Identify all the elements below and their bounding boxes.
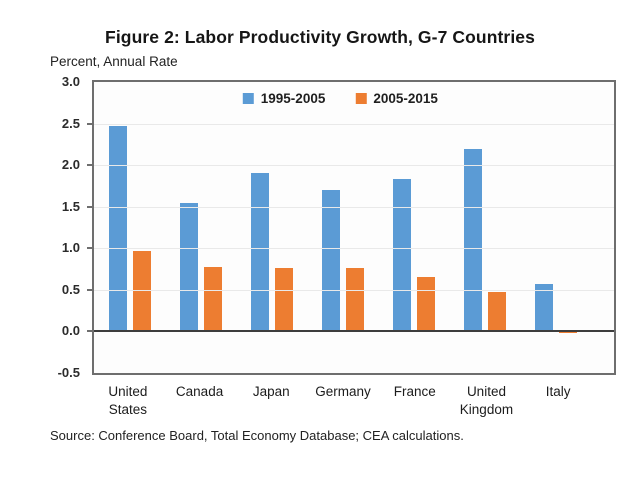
bar-1995-2005-france xyxy=(393,179,412,332)
bar-1995-2005-italy xyxy=(535,284,554,332)
bar-2005-2015-france xyxy=(417,276,436,332)
x-label-united-states: United States xyxy=(108,384,148,417)
bars-region xyxy=(94,82,592,373)
gridline xyxy=(94,248,614,250)
bar-group-japan xyxy=(236,82,307,373)
y-tick-label: 1.5 xyxy=(61,198,80,214)
legend-label: 2005-2015 xyxy=(373,91,438,106)
legend: 1995-2005 2005-2015 xyxy=(242,91,438,106)
y-tick-label: 2.5 xyxy=(61,115,80,131)
gridline xyxy=(94,123,614,125)
figure-title: Figure 2: Labor Productivity Growth, G-7… xyxy=(105,27,535,47)
y-tick-label: 1.0 xyxy=(61,240,80,256)
source-note: Source: Conference Board, Total Economy … xyxy=(50,428,464,444)
bar-2005-2015-canada xyxy=(203,267,222,332)
legend-item-1995-2005: 1995-2005 xyxy=(242,91,326,106)
y-tick-mark xyxy=(87,330,94,333)
bar-2005-2015-united-kingdom xyxy=(488,292,507,332)
legend-swatch-blue xyxy=(242,93,254,104)
y-tick-label: 0.0 xyxy=(61,323,80,339)
y-tick-mark xyxy=(87,164,94,167)
y-tick-label: 0.5 xyxy=(61,281,80,297)
y-tick-mark xyxy=(87,247,94,250)
y-tick-label: 2.0 xyxy=(61,156,80,172)
bar-group-united-states xyxy=(94,82,165,373)
legend-swatch-orange xyxy=(355,93,367,104)
bar-1995-2005-germany xyxy=(321,190,340,332)
bar-1995-2005-japan xyxy=(250,173,269,332)
legend-label: 1995-2005 xyxy=(260,91,326,106)
x-label-japan: Japan xyxy=(252,384,290,399)
bar-group-canada xyxy=(165,82,236,373)
x-label-united-kingdom: United Kingdom xyxy=(459,384,514,417)
y-tick-label: 3.0 xyxy=(61,73,80,89)
legend-item-2005-2015: 2005-2015 xyxy=(355,91,438,106)
bar-1995-2005-canada xyxy=(179,203,198,332)
bar-1995-2005-united-kingdom xyxy=(464,148,483,332)
x-label-germany: Germany xyxy=(315,384,371,399)
bar-group-united-kingdom xyxy=(450,82,521,373)
x-label-france: France xyxy=(393,384,436,399)
x-label-italy: Italy xyxy=(545,384,571,399)
x-label-canada: Canada xyxy=(175,384,224,399)
x-axis-labels: United States Canada Japan Germany France Uni… xyxy=(92,383,594,418)
bar-2005-2015-united-states xyxy=(132,250,151,332)
zero-axis-line xyxy=(94,330,614,333)
bar-group-italy xyxy=(521,82,592,373)
y-tick-mark xyxy=(87,205,94,208)
bar-2005-2015-japan xyxy=(274,268,293,332)
y-axis-units-label: Percent, Annual Rate xyxy=(50,54,178,69)
y-tick-mark xyxy=(87,288,94,291)
y-tick-label: -0.5 xyxy=(57,364,80,380)
bar-group-france xyxy=(379,82,450,373)
bar-1995-2005-united-states xyxy=(108,126,127,332)
bar-2005-2015-germany xyxy=(345,268,364,332)
gridline xyxy=(94,206,614,208)
gridline xyxy=(94,289,614,291)
plot-area: 1995-2005 2005-2015 3.0 2.5 2.0 1.5 1.0 0.5 0.… xyxy=(58,74,616,380)
gridline xyxy=(94,165,614,167)
bar-group-germany xyxy=(307,82,378,373)
y-tick-mark xyxy=(87,122,94,125)
